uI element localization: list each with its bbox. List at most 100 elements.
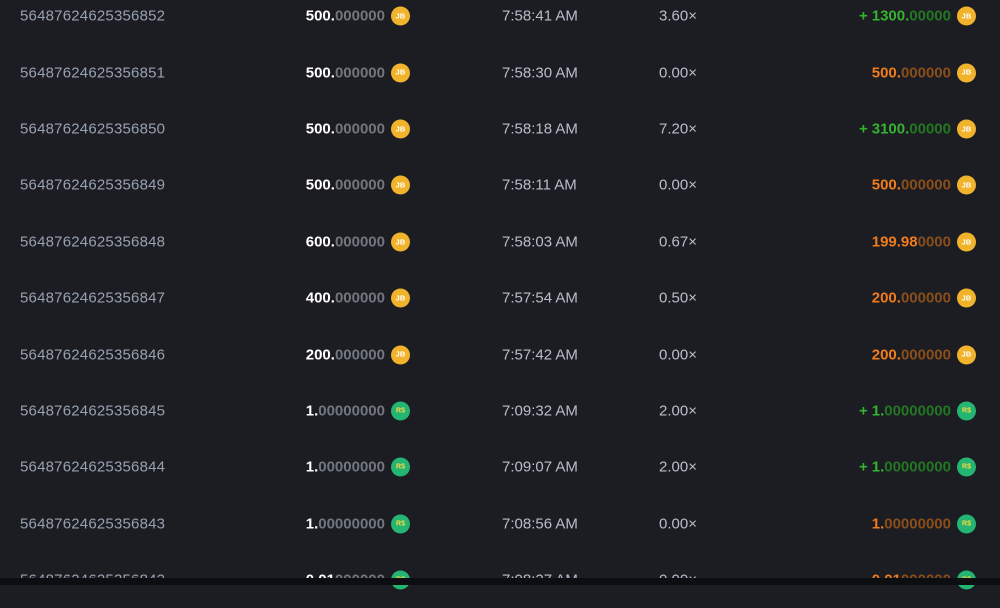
bet-amount-trailing-zeros: 000000 (334, 64, 385, 82)
bet-id[interactable]: 56487624625356852 (20, 7, 166, 25)
payout-main: 1. (871, 515, 885, 533)
bet-multiplier: 0.50× (659, 289, 697, 307)
bottom-divider (0, 578, 1000, 585)
bet-amount-trailing-zeros: 000000 (334, 120, 385, 138)
payout-trailing-zeros: 0000 (917, 233, 951, 251)
jb-coin-icon: JB (391, 345, 410, 365)
bet-amount: 1. 00000000 R$ (305, 401, 410, 421)
bet-id[interactable]: 56487624625356849 (20, 176, 166, 194)
bet-payout: 200. 000000 JB (871, 288, 976, 308)
bet-id[interactable]: 56487624625356845 (20, 402, 166, 420)
bet-multiplier: 3.60× (659, 7, 697, 25)
bet-amount-main: 1. (305, 515, 319, 533)
bet-id[interactable]: 56487624625356843 (20, 515, 166, 533)
bet-time: 7:58:30 AM (502, 64, 578, 82)
bet-payout: +1. 00000000 R$ (858, 457, 976, 477)
bet-amount: 200. 000000 JB (306, 345, 410, 365)
bet-payout: +3100. 00000 JB (859, 119, 976, 139)
payout-trailing-zeros: 000000 (900, 289, 951, 307)
bet-payout: 500. 000000 JB (871, 175, 976, 195)
jb-coin-icon: JB (391, 119, 410, 139)
brl-coin-icon: R$ (957, 514, 976, 534)
bet-multiplier: 0.67× (659, 233, 697, 251)
bet-payout: 199.98 0000 JB (872, 232, 976, 252)
bet-time: 7:08:56 AM (502, 515, 578, 533)
jb-coin-icon: JB (391, 63, 410, 83)
jb-coin-icon: JB (957, 175, 976, 195)
bet-amount-trailing-zeros: 000000 (334, 233, 385, 251)
jb-coin-icon: JB (391, 175, 410, 195)
bet-amount-trailing-zeros: 00000000 (318, 515, 385, 533)
bet-amount-trailing-zeros: 00000000 (318, 402, 385, 420)
bet-amount-trailing-zeros: 00000000 (318, 458, 385, 476)
bet-row[interactable]: 56487624625356844 1. 00000000 R$ 7:09:07 … (0, 439, 1000, 495)
bet-multiplier: 0.00× (659, 346, 697, 364)
payout-main: 1300. (871, 7, 910, 25)
bet-id[interactable]: 56487624625356846 (20, 346, 166, 364)
bet-id[interactable]: 56487624625356851 (20, 64, 166, 82)
payout-plus-sign: + (858, 458, 868, 476)
bet-amount-main: 500. (305, 176, 335, 194)
bet-time: 7:57:54 AM (502, 289, 578, 307)
bet-row[interactable]: 56487624625356850 500. 000000 JB 7:58:18 … (0, 101, 1000, 157)
bet-multiplier: 0.00× (659, 176, 697, 194)
bet-id[interactable]: 56487624625356844 (20, 458, 166, 476)
jb-coin-icon: JB (957, 232, 976, 252)
bet-row[interactable]: 56487624625356845 1. 00000000 R$ 7:09:32 … (0, 383, 1000, 439)
jb-coin-icon: JB (957, 119, 976, 139)
payout-main: 200. (871, 346, 901, 364)
bet-row[interactable]: 56487624625356848 600. 000000 JB 7:58:03 … (0, 214, 1000, 270)
jb-coin-icon: JB (391, 6, 410, 26)
jb-coin-icon: JB (391, 288, 410, 308)
bet-amount-main: 600. (305, 233, 335, 251)
payout-trailing-zeros: 000000 (900, 346, 951, 364)
bet-time: 7:58:41 AM (502, 7, 578, 25)
brl-coin-icon: R$ (957, 401, 976, 421)
bet-row[interactable]: 56487624625356843 1. 00000000 R$ 7:08:56 … (0, 496, 1000, 552)
bet-time: 7:09:07 AM (502, 458, 578, 476)
bet-row[interactable]: 56487624625356852 500. 000000 JB 7:58:41 … (0, 0, 1000, 44)
payout-trailing-zeros: 000000 (900, 176, 951, 194)
bet-amount: 400. 000000 JB (305, 288, 410, 308)
payout-plus-sign: + (858, 7, 868, 25)
jb-coin-icon: JB (957, 6, 976, 26)
bet-amount-trailing-zeros: 000000 (334, 176, 385, 194)
bet-multiplier: 0.00× (659, 515, 697, 533)
bet-row[interactable]: 56487624625356847 400. 000000 JB 7:57:54 … (0, 270, 1000, 326)
payout-trailing-zeros: 00000000 (884, 515, 951, 533)
bet-payout: 200. 000000 JB (871, 345, 976, 365)
bet-amount: 500. 000000 JB (305, 119, 410, 139)
bet-amount: 500. 000000 JB (305, 63, 410, 83)
payout-main: 1. (871, 402, 885, 420)
bet-payout: +1300. 00000 JB (858, 6, 976, 26)
bet-row[interactable]: 56487624625356849 500. 000000 JB 7:58:11 … (0, 157, 1000, 213)
bet-amount: 1. 00000000 R$ (306, 457, 410, 477)
bet-amount-trailing-zeros: 000000 (334, 289, 385, 307)
payout-main: 500. (871, 176, 901, 194)
bet-payout: 500. 000000 JB (872, 63, 976, 83)
bet-amount-main: 1. (305, 402, 319, 420)
bet-amount-main: 500. (305, 120, 335, 138)
bet-amount-main: 400. (305, 289, 335, 307)
bet-id[interactable]: 56487624625356848 (20, 233, 166, 251)
payout-main: 200. (871, 289, 901, 307)
bet-payout: +1. 00000000 R$ (859, 401, 976, 421)
bet-time: 7:58:03 AM (502, 233, 578, 251)
brl-coin-icon: R$ (391, 457, 410, 477)
brl-coin-icon: R$ (391, 401, 410, 421)
bet-row[interactable]: 56487624625356846 200. 000000 JB 7:57:42 … (0, 326, 1000, 382)
bet-amount-trailing-zeros: 000000 (334, 346, 385, 364)
payout-trailing-zeros: 00000000 (884, 458, 951, 476)
bet-amount: 500. 000000 JB (305, 175, 410, 195)
jb-coin-icon: JB (957, 288, 976, 308)
payout-trailing-zeros: 00000 (909, 7, 951, 25)
bet-id[interactable]: 56487624625356850 (20, 120, 166, 138)
bet-multiplier: 0.00× (659, 64, 697, 82)
bet-payout: 1. 00000000 R$ (871, 514, 976, 534)
bet-row[interactable]: 56487624625356851 500. 000000 JB 7:58:30 … (0, 44, 1000, 100)
bet-id[interactable]: 56487624625356847 (20, 289, 166, 307)
bet-time: 7:57:42 AM (502, 346, 578, 364)
bet-amount-main: 500. (305, 64, 335, 82)
bet-amount: 600. 000000 JB (305, 232, 410, 252)
